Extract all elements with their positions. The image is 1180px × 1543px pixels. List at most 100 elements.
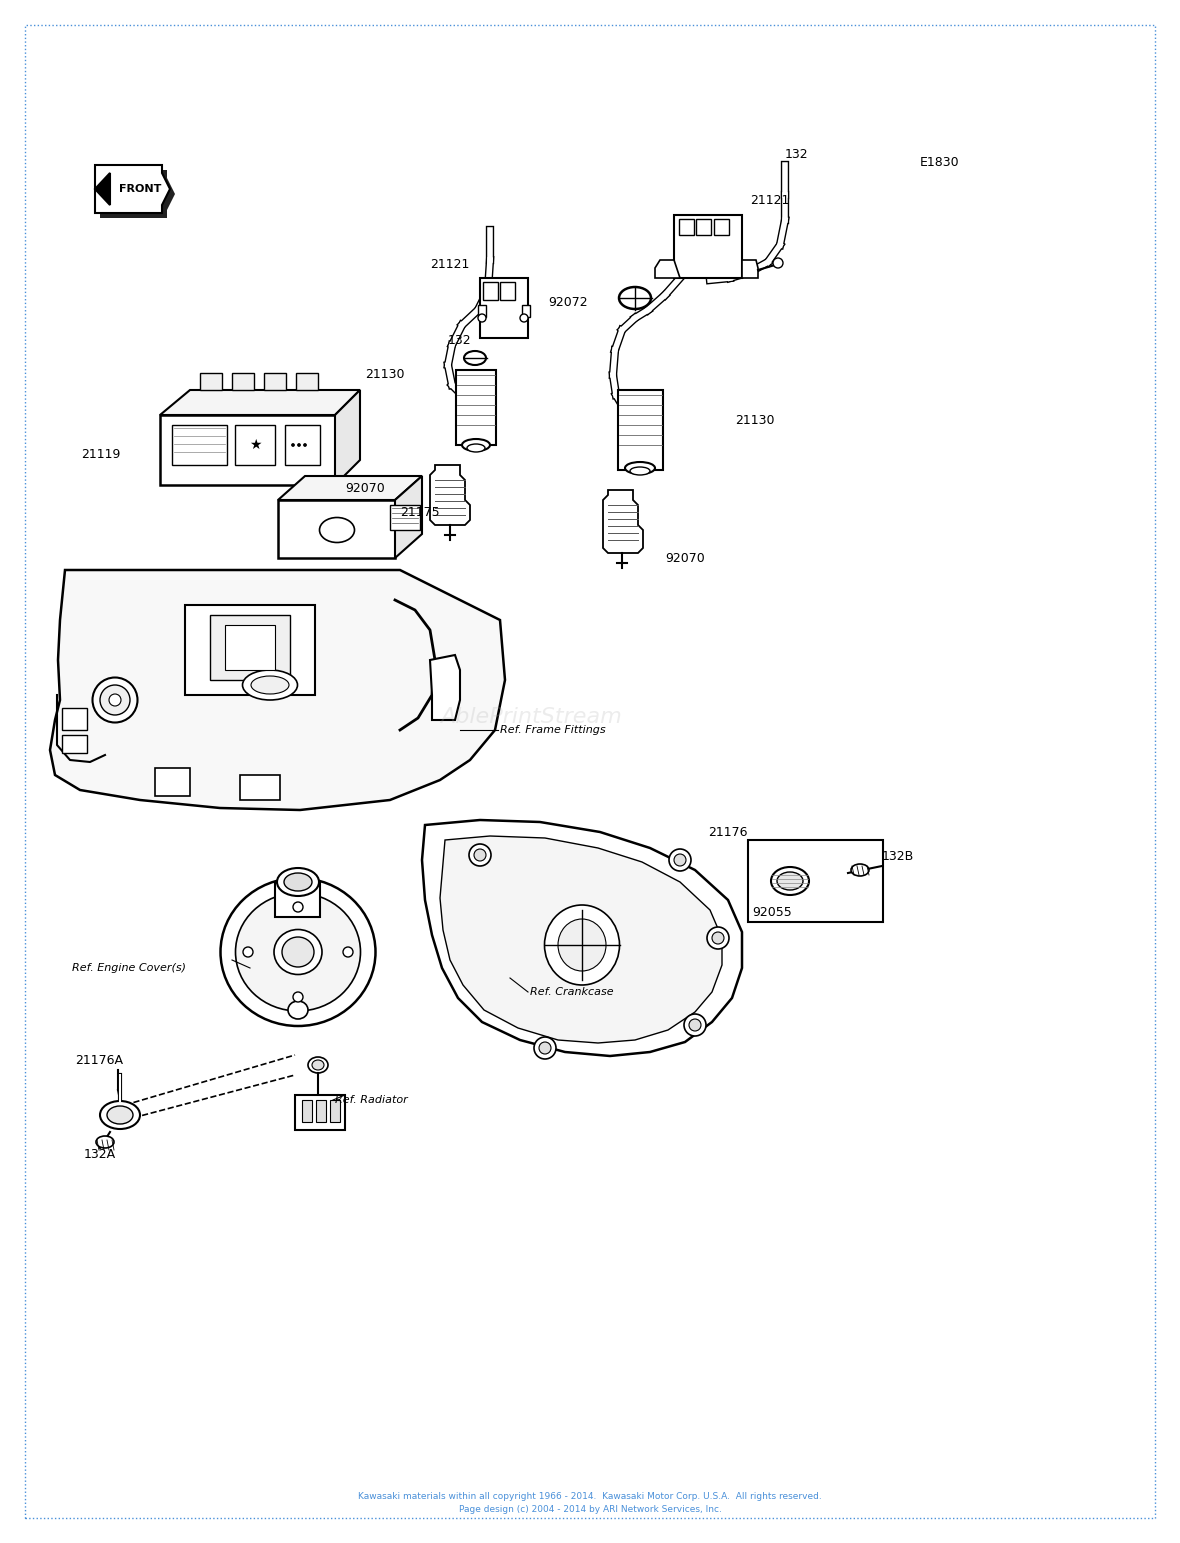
Text: FRONT: FRONT: [119, 184, 162, 194]
Text: 21176: 21176: [708, 827, 748, 839]
Polygon shape: [96, 165, 170, 213]
Bar: [302, 1100, 312, 1122]
Bar: [455, 370, 496, 444]
Polygon shape: [430, 654, 460, 721]
Text: 132: 132: [448, 333, 472, 347]
Polygon shape: [278, 475, 422, 500]
Bar: [210, 616, 290, 680]
Ellipse shape: [293, 992, 303, 1001]
Bar: [172, 424, 227, 464]
Bar: [295, 1096, 345, 1129]
Polygon shape: [232, 373, 254, 390]
Ellipse shape: [277, 869, 319, 896]
Text: E1830: E1830: [920, 156, 959, 170]
Polygon shape: [160, 390, 360, 415]
Bar: [286, 424, 320, 464]
Text: Ref. Frame Fittings: Ref. Frame Fittings: [500, 725, 605, 734]
Ellipse shape: [474, 849, 486, 861]
Ellipse shape: [620, 287, 651, 309]
Ellipse shape: [539, 1042, 551, 1054]
Bar: [330, 1100, 340, 1122]
Text: 132: 132: [785, 148, 808, 162]
Polygon shape: [395, 475, 422, 559]
Bar: [714, 219, 729, 235]
Polygon shape: [278, 500, 395, 559]
Ellipse shape: [712, 932, 725, 944]
Polygon shape: [335, 390, 360, 485]
Bar: [63, 734, 87, 753]
Ellipse shape: [236, 893, 361, 1011]
Polygon shape: [422, 819, 742, 1055]
Ellipse shape: [308, 1057, 328, 1072]
Polygon shape: [296, 373, 317, 390]
Ellipse shape: [674, 853, 686, 866]
Ellipse shape: [320, 517, 354, 543]
Text: AblePrintStream: AblePrintStream: [440, 708, 622, 727]
Bar: [391, 505, 420, 529]
Ellipse shape: [291, 443, 295, 446]
Text: 21130: 21130: [366, 369, 405, 381]
Ellipse shape: [669, 849, 691, 870]
Bar: [63, 708, 87, 730]
Text: Page design (c) 2004 - 2014 by ARI Network Services, Inc.: Page design (c) 2004 - 2014 by ARI Netwo…: [459, 1504, 721, 1514]
Bar: [225, 625, 275, 670]
Text: 132B: 132B: [881, 850, 915, 863]
Bar: [478, 306, 486, 316]
Bar: [748, 839, 883, 923]
Ellipse shape: [463, 440, 490, 451]
Bar: [235, 424, 275, 464]
Ellipse shape: [92, 677, 138, 722]
Ellipse shape: [100, 685, 130, 714]
Ellipse shape: [771, 867, 809, 895]
Bar: [240, 775, 280, 799]
Text: 92070: 92070: [346, 481, 385, 494]
Polygon shape: [674, 214, 742, 278]
Bar: [316, 1100, 326, 1122]
Text: Ref. Engine Cover(s): Ref. Engine Cover(s): [72, 963, 186, 974]
Text: 21130: 21130: [735, 414, 774, 426]
Polygon shape: [199, 373, 222, 390]
Bar: [185, 605, 315, 694]
Ellipse shape: [100, 1102, 140, 1129]
Polygon shape: [742, 261, 758, 278]
Ellipse shape: [288, 1001, 308, 1018]
Ellipse shape: [221, 878, 375, 1026]
Ellipse shape: [478, 313, 486, 322]
Text: 21175: 21175: [400, 506, 440, 520]
Polygon shape: [430, 464, 470, 525]
Polygon shape: [96, 173, 110, 205]
Text: 21121: 21121: [430, 259, 470, 272]
Polygon shape: [50, 569, 505, 810]
Ellipse shape: [243, 947, 253, 957]
Polygon shape: [655, 261, 680, 278]
Bar: [678, 219, 694, 235]
Ellipse shape: [293, 903, 303, 912]
Ellipse shape: [467, 444, 485, 452]
Ellipse shape: [297, 443, 301, 446]
Polygon shape: [100, 170, 175, 218]
Ellipse shape: [243, 670, 297, 701]
Text: 132A: 132A: [84, 1148, 116, 1162]
Ellipse shape: [312, 1060, 325, 1069]
Ellipse shape: [520, 313, 527, 322]
Text: 92072: 92072: [549, 296, 588, 310]
Ellipse shape: [707, 927, 729, 949]
Bar: [696, 219, 712, 235]
Bar: [618, 390, 663, 471]
Ellipse shape: [535, 1037, 556, 1058]
Text: 92055: 92055: [752, 906, 792, 918]
Text: ★: ★: [249, 438, 261, 452]
Bar: [155, 768, 190, 796]
Ellipse shape: [343, 947, 353, 957]
Ellipse shape: [251, 676, 289, 694]
Polygon shape: [440, 836, 722, 1043]
Ellipse shape: [776, 872, 804, 890]
Ellipse shape: [274, 929, 322, 975]
Text: 92070: 92070: [666, 551, 704, 565]
Polygon shape: [603, 491, 643, 552]
Ellipse shape: [851, 864, 868, 876]
Ellipse shape: [630, 468, 650, 475]
Bar: [522, 306, 530, 316]
Text: Ref. Crankcase: Ref. Crankcase: [530, 988, 614, 997]
Bar: [500, 282, 514, 299]
